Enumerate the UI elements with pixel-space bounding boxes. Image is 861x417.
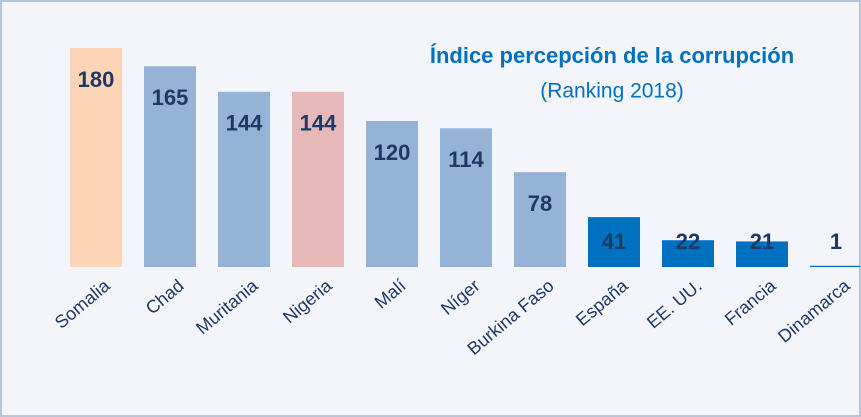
value-label: 165 [152, 85, 189, 110]
value-label: 78 [528, 191, 552, 216]
value-label: 1 [830, 229, 842, 254]
bar [292, 91, 344, 267]
bar [144, 66, 196, 267]
value-label: 21 [750, 229, 774, 254]
value-label: 120 [374, 140, 411, 165]
value-label: 41 [602, 229, 626, 254]
bar [70, 48, 122, 267]
bar [366, 121, 418, 267]
bar [440, 128, 492, 267]
value-label: 144 [226, 111, 263, 136]
bar [662, 240, 714, 267]
chart-title: Índice percepción de la corrupción [430, 43, 794, 68]
bar [736, 241, 788, 267]
value-label: 22 [676, 229, 700, 254]
chart-subtitle: (Ranking 2018) [540, 80, 684, 103]
bar [810, 265, 860, 267]
value-label: 144 [300, 111, 337, 136]
bar [218, 91, 270, 267]
bar [588, 217, 640, 267]
bar [514, 172, 566, 267]
value-label: 114 [448, 147, 484, 172]
value-label: 180 [78, 67, 115, 92]
